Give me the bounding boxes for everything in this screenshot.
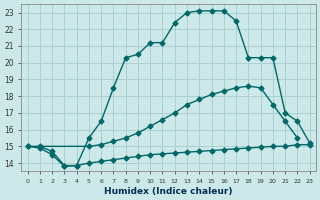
- X-axis label: Humidex (Indice chaleur): Humidex (Indice chaleur): [104, 187, 233, 196]
